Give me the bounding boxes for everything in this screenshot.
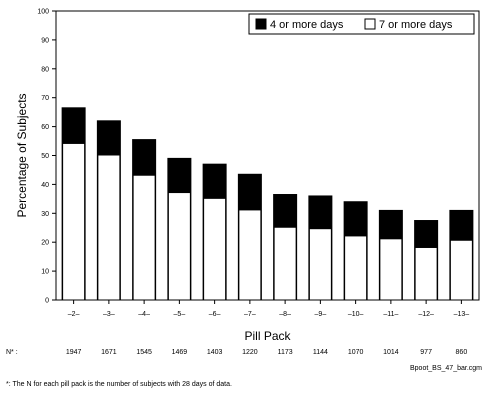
x-tick-label: –5– — [174, 311, 186, 318]
y-tick-label: 10 — [41, 269, 49, 276]
bar-7-or-more-days — [168, 193, 190, 300]
y-tick-label: 50 — [41, 153, 49, 160]
x-tick-label: –7– — [244, 311, 256, 318]
n-value: 1469 — [171, 349, 188, 356]
y-axis-label: Percentage of Subjects — [15, 93, 29, 217]
x-tick-label: –12– — [418, 311, 434, 318]
bar-7-or-more-days — [380, 239, 402, 300]
footnote: *: The N for each pill pack is the numbe… — [6, 381, 232, 388]
bar-7-or-more-days — [345, 236, 367, 300]
x-tick-label: –6– — [209, 311, 221, 318]
bar-7-or-more-days — [98, 155, 120, 300]
legend-box — [248, 13, 475, 35]
x-tick-label: –13– — [454, 311, 470, 318]
n-value: 1947 — [65, 349, 82, 356]
n-row-label: N* : — [6, 349, 18, 356]
n-value: 1173 — [277, 349, 293, 356]
n-value: 1403 — [206, 349, 223, 356]
legend-item-7-or-more-days-swatch — [364, 18, 376, 30]
n-value: 1014 — [383, 349, 399, 356]
y-tick-label: 0 — [45, 298, 49, 305]
n-value: 860 — [455, 349, 468, 356]
y-tick-label: 70 — [41, 95, 49, 102]
n-value: 1144 — [312, 349, 328, 356]
y-tick-label: 30 — [41, 211, 49, 218]
bar-7-or-more-days — [415, 247, 437, 300]
n-value: 977 — [420, 349, 432, 356]
x-tick-label: –3– — [103, 311, 115, 318]
x-axis-label: Pill Pack — [244, 329, 291, 343]
bar-7-or-more-days — [450, 240, 472, 300]
bar-7-or-more-days — [63, 143, 85, 300]
x-tick-label: –11– — [383, 311, 398, 318]
file-name: Bpoot_BS_47_bar.cgm — [410, 365, 482, 372]
n-value: 1220 — [242, 349, 258, 356]
bar-7-or-more-days — [239, 210, 261, 300]
x-tick-label: –4– — [138, 311, 150, 318]
bar-7-or-more-days — [204, 198, 226, 300]
n-value: 1070 — [347, 349, 364, 356]
bar-7-or-more-days — [133, 175, 155, 300]
x-tick-label: –9– — [315, 311, 327, 318]
y-tick-label: 20 — [41, 240, 49, 247]
x-tick-label: –8– — [279, 311, 291, 318]
bar-7-or-more-days — [274, 227, 296, 300]
y-tick-label: 100 — [37, 9, 49, 16]
n-value: 1671 — [101, 349, 117, 356]
bar-7-or-more-days — [309, 229, 331, 300]
y-tick-label: 60 — [41, 124, 49, 131]
y-tick-label: 90 — [41, 37, 49, 44]
plot-area: 0 10 20 30 40 50 60 70 80 90 100 Percentage of Subj… — [15, 9, 480, 343]
x-tick-label: –2– — [68, 311, 80, 318]
legend-item-4-or-more-days-label: 4 or more days — [270, 19, 344, 31]
legend-item-7-or-more-days-label: 7 or more days — [379, 19, 453, 31]
y-tick-label: 40 — [41, 182, 49, 189]
n-value: 1545 — [136, 349, 152, 356]
legend-item-4-or-more-days-swatch — [255, 18, 267, 30]
y-tick-label: 80 — [41, 66, 49, 73]
x-tick-label: –10– — [348, 311, 364, 318]
